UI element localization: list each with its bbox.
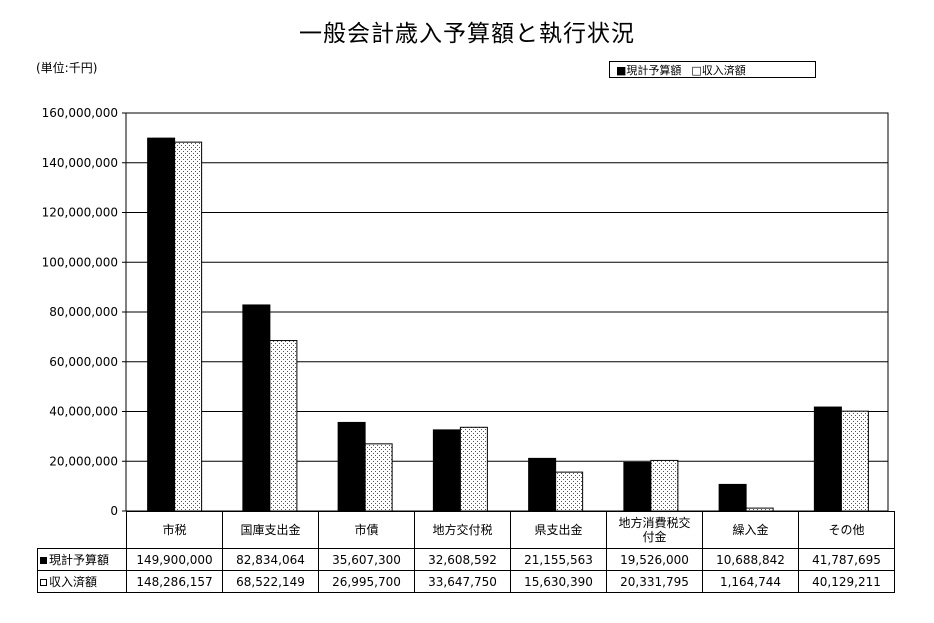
bar-received	[650, 459, 679, 512]
table-cell: 68,522,149	[222, 570, 319, 593]
row-budget-label: 現計予算額	[49, 553, 110, 567]
budget-swatch	[40, 557, 47, 564]
bar-budget	[528, 457, 557, 512]
category-line: 地方消費税交	[618, 516, 691, 530]
y-tick-label: 160,000,000	[42, 106, 118, 120]
bar-budget	[718, 483, 747, 512]
y-tick-label: 100,000,000	[42, 255, 118, 269]
category-line: 付金	[642, 530, 667, 544]
table-cell: 148,286,157	[126, 570, 223, 593]
table-cell: 1,164,744	[702, 570, 799, 593]
bar-budget	[337, 421, 366, 512]
table-cell: 32,608,592	[414, 548, 511, 571]
legend-item-budget: ■現計予算額	[616, 62, 681, 78]
table-cell: 10,688,842	[702, 548, 799, 571]
table-category: 県支出金	[510, 511, 607, 549]
data-table: 市税 国庫支出金 市債 地方交付税 県支出金 地方消費税交 付金 繰入金 その他 …	[37, 511, 895, 593]
table-category: 繰入金	[702, 511, 799, 549]
bar-received	[269, 340, 298, 512]
bar-received	[840, 410, 869, 512]
unit-label: (単位:千円)	[36, 61, 98, 75]
received-swatch	[40, 579, 47, 586]
legend-budget-label: ■現計予算額	[616, 63, 682, 77]
table-cell: 19,526,000	[606, 548, 703, 571]
table-category: 市税	[126, 511, 223, 549]
chart-title: 一般会計歳入予算額と執行状況	[299, 21, 635, 47]
table-cell: 21,155,563	[510, 548, 607, 571]
bar-budget	[623, 461, 652, 512]
y-tick-label: 80,000,000	[49, 305, 118, 319]
bar-budget	[147, 137, 176, 512]
table-cell: 15,630,390	[510, 570, 607, 593]
y-tick-label: 0	[110, 504, 118, 518]
table-category: 地方消費税交 付金	[606, 511, 703, 549]
bar-budget	[432, 429, 461, 512]
legend-received-label: □収入済額	[691, 63, 746, 77]
table-category: 地方交付税	[414, 511, 511, 549]
table-cell: 26,995,700	[318, 570, 415, 593]
table-cell: 40,129,211	[798, 570, 895, 593]
table-row: 現計予算額 149,900,000 82,834,064 35,607,300 …	[37, 548, 895, 571]
y-tick-label: 20,000,000	[49, 454, 118, 468]
table-header-row: 市税 国庫支出金 市債 地方交付税 県支出金 地方消費税交 付金 繰入金 その他	[37, 511, 895, 549]
table-cell: 82,834,064	[222, 548, 319, 571]
bar-budget	[813, 406, 842, 512]
table-cell: 20,331,795	[606, 570, 703, 593]
table-row: 収入済額 148,286,157 68,522,149 26,995,700 3…	[37, 570, 895, 593]
bar-received	[364, 443, 393, 512]
bar-received	[174, 141, 203, 512]
y-tick-label: 140,000,000	[42, 156, 118, 170]
table-corner	[37, 511, 127, 549]
row-header-received: 収入済額	[37, 570, 127, 593]
y-tick-label: 60,000,000	[49, 355, 118, 369]
table-category: 市債	[318, 511, 415, 549]
table-cell: 41,787,695	[798, 548, 895, 571]
y-tick-label: 120,000,000	[42, 206, 118, 220]
bar-received	[555, 471, 584, 512]
bar-budget	[242, 304, 271, 512]
row-header-budget: 現計予算額	[37, 548, 127, 571]
y-axis-ticks: 0 20,000,000 40,000,000 60,000,000 80,000,00…	[42, 106, 126, 518]
table-category: 国庫支出金	[222, 511, 319, 549]
bars	[147, 137, 869, 512]
legend-item-received: □収入済額	[691, 62, 745, 78]
gridlines	[126, 112, 888, 512]
table-cell: 149,900,000	[126, 548, 223, 571]
bar-received	[459, 426, 488, 512]
table-cell: 33,647,750	[414, 570, 511, 593]
y-tick-label: 40,000,000	[49, 405, 118, 419]
row-received-label: 収入済額	[49, 575, 98, 589]
table-category: その他	[798, 511, 895, 549]
table-cell: 35,607,300	[318, 548, 415, 571]
legend: ■現計予算額 □収入済額	[609, 61, 816, 78]
